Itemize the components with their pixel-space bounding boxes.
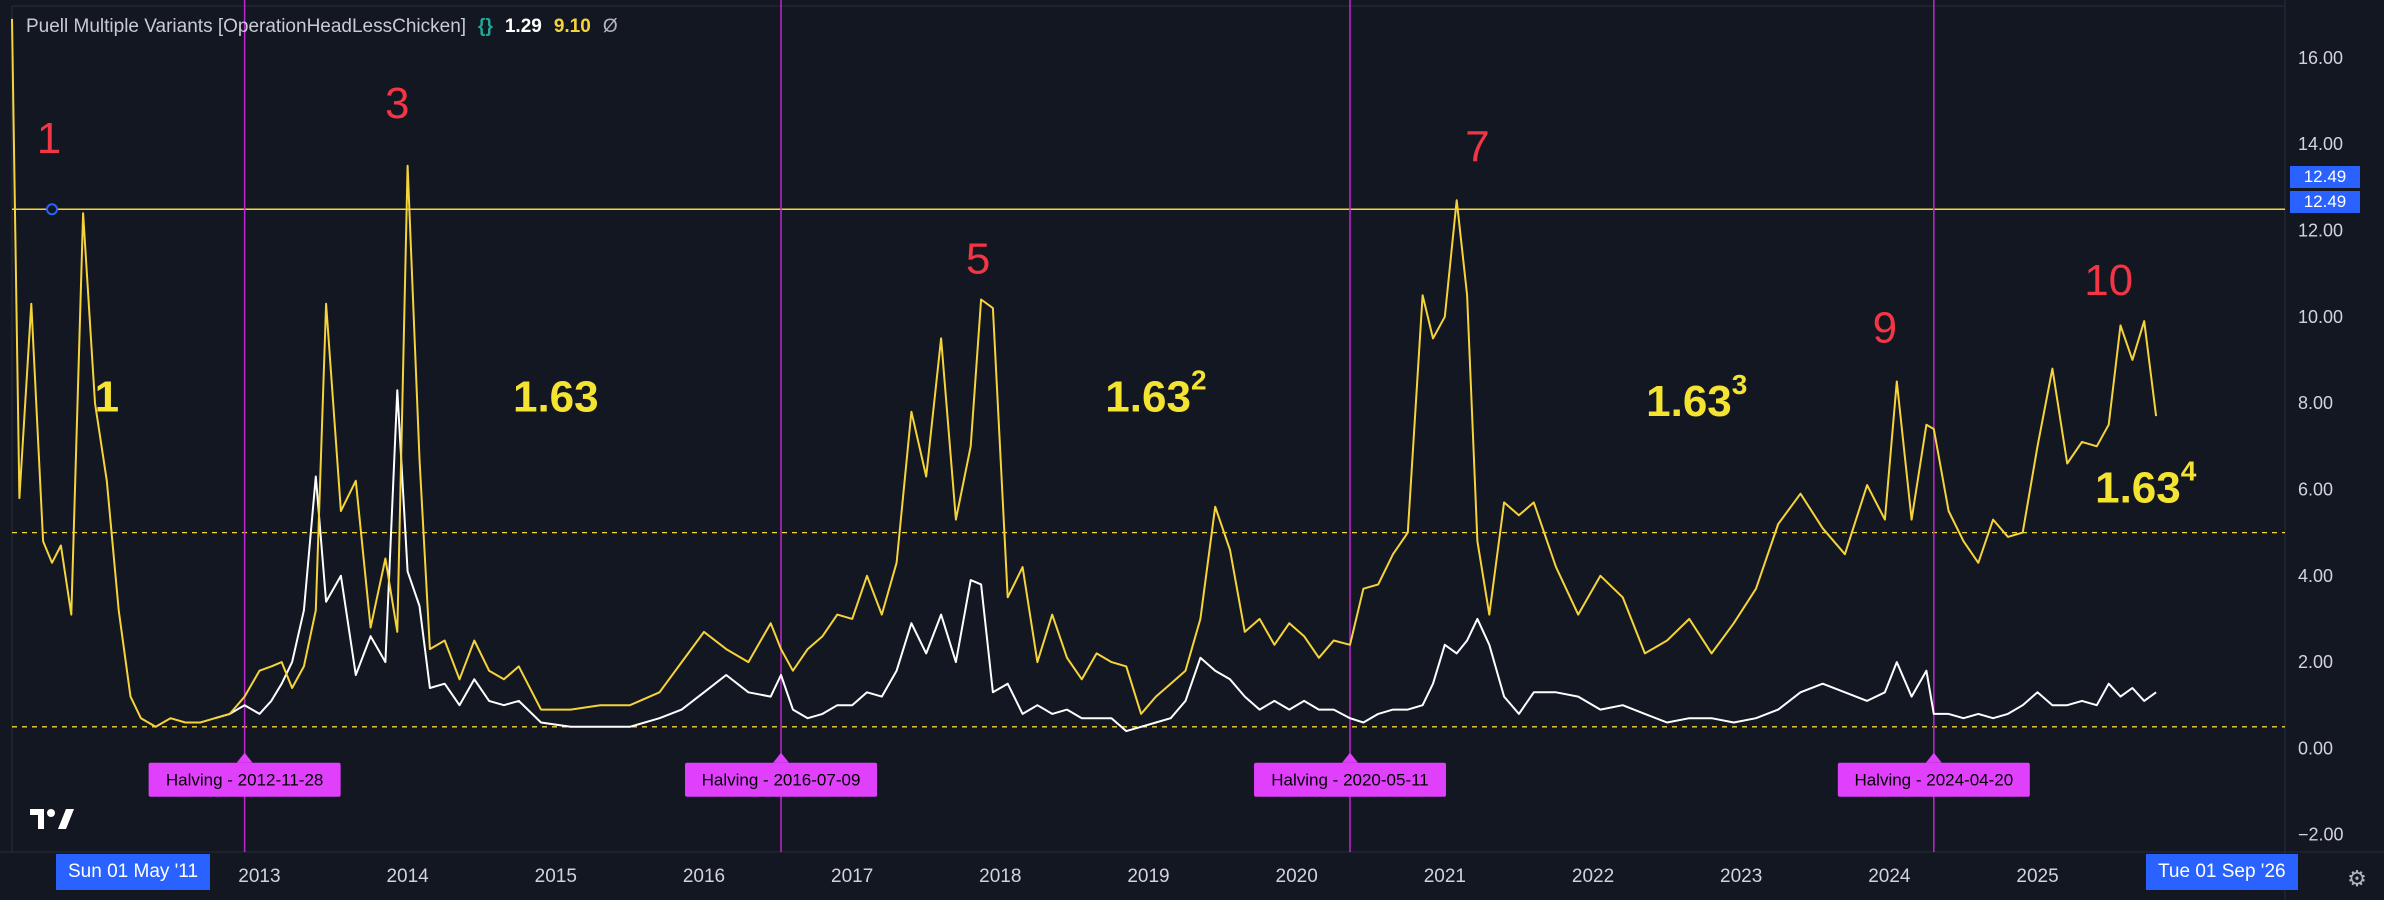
multiplier-label: 1.633: [1646, 369, 1747, 426]
y-tick-label: 12.00: [2298, 220, 2343, 240]
y-tick-label: 6.00: [2298, 479, 2333, 499]
halving-label-box[interactable]: [1837, 762, 2030, 797]
halving-label-pointer: [1925, 752, 1942, 763]
x-tick-label: 2019: [1127, 866, 1169, 887]
y-tick-label: 14.00: [2298, 134, 2343, 154]
cycle-number-label: 1: [37, 114, 61, 163]
cycle-number-label: 5: [966, 235, 990, 284]
x-tick-label: 2015: [535, 866, 577, 887]
y-tick-label: 10.00: [2298, 307, 2343, 327]
y-tick-label: 8.00: [2298, 393, 2333, 413]
multiplier-exponent: 2: [1191, 365, 1207, 396]
price-tag-bottom: 12.49: [2290, 191, 2360, 213]
x-tick-label: 2021: [1424, 866, 1466, 887]
x-tick-label: 2025: [2016, 866, 2058, 887]
y-tick-label: 16.00: [2298, 48, 2343, 68]
multiplier-label: 1.63: [513, 373, 599, 422]
tradingview-logo-icon[interactable]: [28, 806, 78, 832]
multiplier-label: 1.634: [2095, 455, 2197, 512]
x-tick-label: 2017: [831, 866, 873, 887]
curly-braces-icon[interactable]: {}: [478, 16, 493, 37]
halving-label-text: Halving - 2012-11-28: [166, 771, 324, 790]
y-tick-label: 2.00: [2298, 652, 2333, 672]
indicator-legend[interactable]: Puell Multiple Variants [OperationHeadLe…: [26, 16, 618, 38]
x-tick-label: 2023: [1720, 866, 1762, 887]
y-tick-label: 4.00: [2298, 566, 2333, 586]
halving-label-text: Halving - 2020-05-11: [1271, 771, 1429, 790]
y-tick-label: 0.00: [2298, 738, 2333, 758]
halving-label-box[interactable]: [148, 762, 341, 797]
cycle-number-label: 10: [2084, 256, 2133, 305]
cycle-number-label: 9: [1873, 304, 1897, 353]
halving-label-text: Halving - 2024-04-20: [1854, 771, 2013, 790]
halving-label-box[interactable]: [1254, 762, 1447, 797]
halving-label-pointer: [236, 752, 253, 763]
x-tick-label: 2018: [979, 866, 1021, 887]
legend-value-empty: Ø: [602, 16, 618, 37]
x-tick-label: 2013: [238, 866, 280, 887]
x-tick-label: 2024: [1868, 866, 1911, 887]
halving-label-pointer: [773, 752, 790, 763]
crosshair-date-left: Sun 01 May '11: [56, 854, 211, 890]
price-tag-top: 12.49: [2290, 166, 2360, 188]
x-tick-label: 2016: [683, 866, 725, 887]
cycle-number-label: 3: [385, 79, 409, 128]
gear-icon[interactable]: ⚙: [2347, 866, 2367, 891]
x-tick-label: 2022: [1572, 866, 1614, 887]
legend-value-yellow: 9.10: [553, 16, 591, 37]
legend-value-white: 1.29: [504, 16, 542, 37]
crosshair-date-right: Tue 01 Sep '26: [2146, 854, 2298, 890]
x-tick-label: 2020: [1276, 866, 1318, 887]
series-line-white[interactable]: [214, 389, 2157, 733]
halving-label-text: Halving - 2016-07-09: [702, 771, 861, 790]
anchor-point-marker[interactable]: [46, 203, 59, 216]
halving-label-pointer: [1342, 752, 1359, 763]
indicator-name[interactable]: Puell Multiple Variants [OperationHeadLe…: [26, 16, 467, 37]
multiplier-exponent: 4: [2181, 455, 2197, 486]
cycle-number-label: 7: [1465, 122, 1489, 171]
halving-label-box[interactable]: [685, 762, 878, 797]
y-tick-label: −2.00: [2298, 825, 2344, 845]
series-line-yellow[interactable]: [11, 18, 2158, 728]
multiplier-exponent: 3: [1732, 369, 1748, 400]
multiplier-label: 1: [95, 373, 119, 422]
multiplier-label: 1.632: [1105, 365, 1206, 422]
x-tick-label: 2014: [386, 866, 429, 887]
